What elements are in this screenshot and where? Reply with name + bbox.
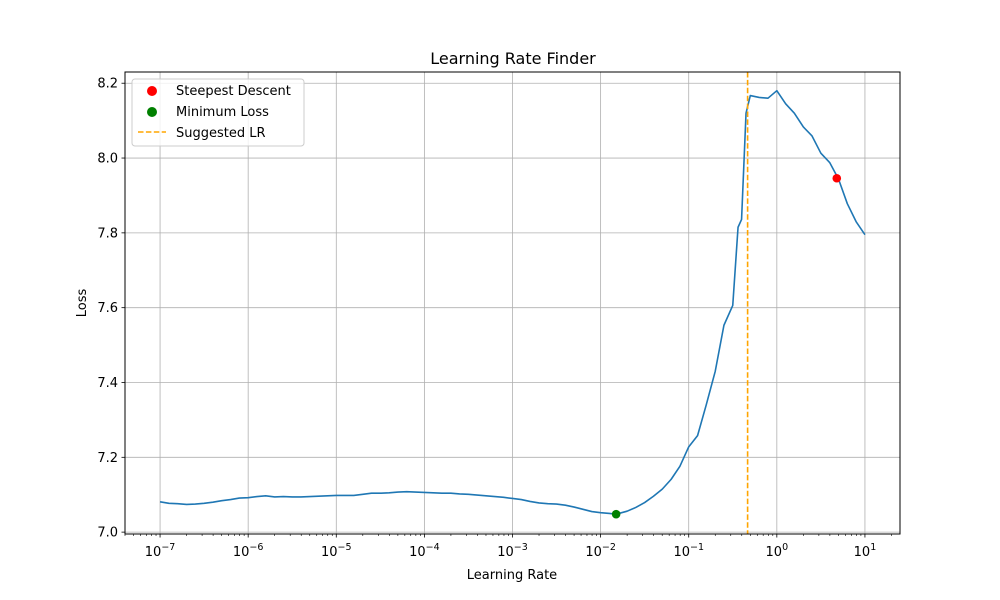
legend-steepest-descent-marker <box>147 86 157 96</box>
minimum-loss-point <box>611 509 621 519</box>
legend: Steepest Descent Minimum Loss Suggested … <box>131 78 305 147</box>
legend-box <box>131 78 305 147</box>
chart-title: Learning Rate Finder <box>430 49 596 68</box>
x-tick-label: 100 <box>766 542 789 560</box>
legend-minimum-loss-label: Minimum Loss <box>176 105 269 120</box>
y-tick-label: 7.4 <box>97 376 118 391</box>
legend-steepest-descent-label: Steepest Descent <box>176 84 291 99</box>
x-axis: 10−7 10−6 10−5 10−4 10−3 10−2 10−1 100 101 <box>124 534 892 560</box>
y-tick-label: 7.2 <box>97 451 118 466</box>
plot-area <box>159 72 866 534</box>
legend-suggested-lr-label: Suggested LR <box>176 126 266 141</box>
y-tick-label: 7.0 <box>97 526 118 541</box>
y-axis-label: Loss <box>75 289 90 318</box>
y-tick-label: 8.0 <box>97 152 118 167</box>
x-tick-label: 10−3 <box>497 542 528 560</box>
steepest-descent-point <box>832 173 842 183</box>
x-tick-label: 10−4 <box>409 542 440 560</box>
legend-minimum-loss-marker <box>147 107 157 117</box>
x-tick-label: 10−2 <box>585 542 616 560</box>
y-tick-label: 7.6 <box>97 301 118 316</box>
x-tick-label: 10−7 <box>145 542 176 560</box>
y-axis: 7.0 7.2 7.4 7.6 7.8 8.0 8.2 <box>97 77 125 541</box>
y-tick-label: 7.8 <box>97 226 118 241</box>
x-tick-label: 10−6 <box>233 542 264 560</box>
x-tick-label: 101 <box>854 542 877 560</box>
x-axis-label: Learning Rate <box>467 568 557 583</box>
x-tick-label: 10−5 <box>321 542 352 560</box>
y-tick-label: 8.2 <box>97 77 118 92</box>
x-tick-label: 10−1 <box>673 542 704 560</box>
grid <box>125 72 900 534</box>
